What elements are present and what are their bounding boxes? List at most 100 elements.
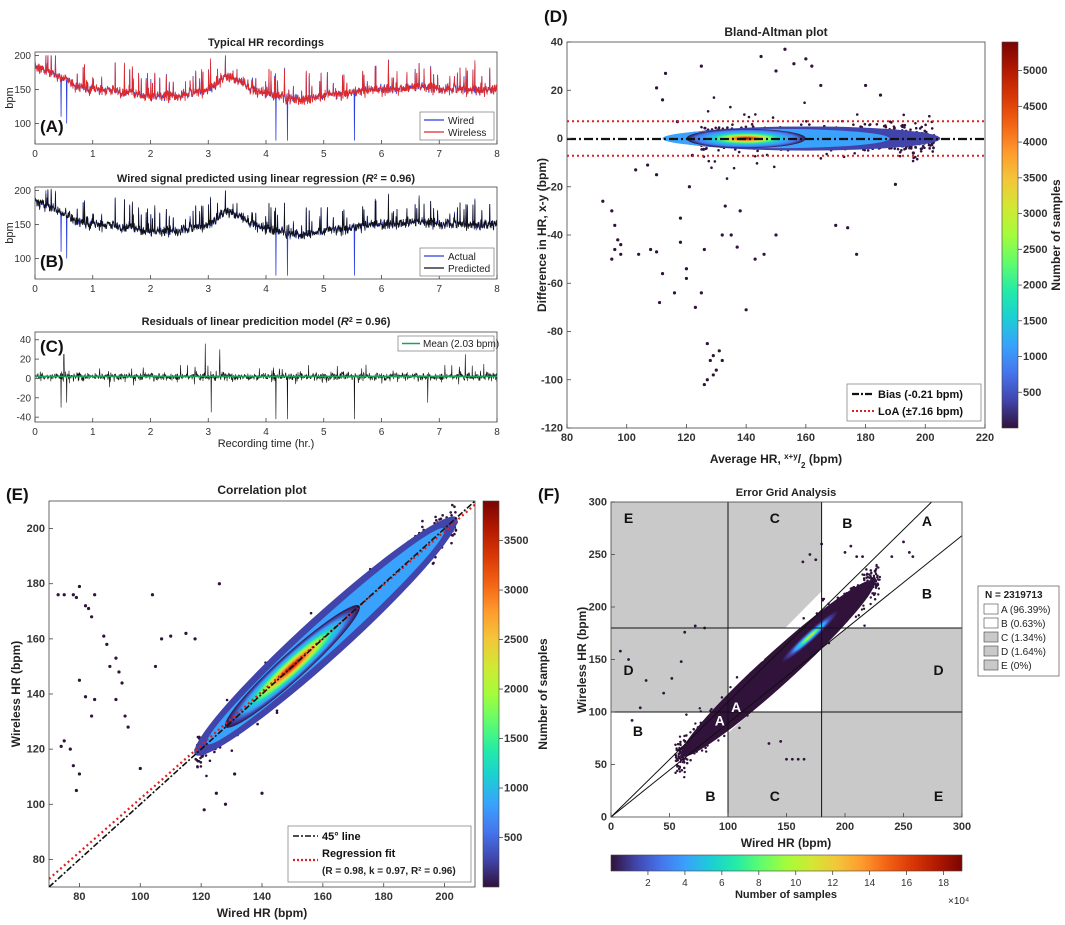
density-point	[931, 150, 935, 153]
density-core	[781, 610, 839, 663]
panel-c-title-part-2: R	[341, 316, 349, 328]
x-tick-label: 80	[73, 891, 85, 903]
legend-wireless-label: Wireless	[448, 128, 486, 139]
x-tick-label: 3	[205, 284, 211, 295]
panel-a-ylabel: bpm	[4, 87, 16, 108]
density-point	[678, 752, 681, 756]
outlier-point	[693, 305, 697, 309]
colorbar-tick-label: 2500	[504, 634, 528, 646]
outlier-point	[223, 802, 228, 806]
outlier-point	[634, 168, 638, 172]
legend-zone-c-swatch	[983, 631, 999, 643]
density-point	[199, 765, 203, 768]
outlier-point	[74, 595, 78, 600]
panel-b-ticks: 0 1 2 3 4 5 6 7 8 100 150 200	[14, 186, 500, 295]
x-tick-label: 8	[494, 149, 500, 160]
density-point	[717, 739, 720, 742]
outlier-point	[683, 630, 687, 634]
density-point	[898, 154, 902, 158]
colorbar-tick-label: 2500	[1023, 244, 1047, 256]
density-point	[750, 123, 754, 126]
y-tick-label: 0	[25, 374, 31, 385]
outlier-point	[792, 62, 796, 66]
outlier-point	[71, 764, 75, 768]
density-point	[256, 722, 259, 726]
density-point	[213, 750, 216, 754]
density-point	[877, 566, 880, 569]
x-tick-label: 0	[32, 284, 38, 295]
outlier-points-e	[56, 582, 264, 812]
density-point	[877, 578, 880, 581]
panel-b-legend: Actual Predicted	[419, 247, 495, 277]
density-cloud-e	[194, 503, 458, 778]
outlier-point	[808, 553, 812, 556]
outlier-point	[217, 582, 221, 586]
panel-d-xlabel-part-3: /	[798, 452, 802, 466]
density-point	[725, 177, 729, 180]
panel-b-title-part-3: 2	[374, 174, 378, 181]
density-point	[875, 563, 878, 567]
grid-line-upper-diagonal	[611, 502, 932, 817]
density-point	[869, 569, 872, 572]
zone-d-left	[611, 628, 728, 712]
density-point	[704, 147, 708, 151]
density-point	[275, 711, 279, 715]
panel-c-label: (C)	[40, 337, 64, 356]
outlier-point	[711, 373, 715, 377]
outlier-point	[678, 240, 683, 244]
x-tick-label: 140	[737, 432, 755, 444]
outlier-point	[790, 757, 794, 761]
outlier-point	[159, 637, 164, 641]
density-point	[450, 541, 453, 545]
panel-c-title: Residuals of linear predicition model (R…	[142, 316, 391, 328]
outlier-point	[59, 744, 63, 748]
density-point	[873, 598, 877, 601]
density-point	[754, 113, 757, 116]
density-point	[738, 726, 741, 730]
y-tick-label: 120	[27, 744, 45, 756]
density-point	[706, 110, 710, 113]
colorbar-tick-label: 6	[719, 878, 725, 889]
panel-c-legend: Mean (2.03 bpm)	[397, 335, 499, 352]
x-tick-label: 2	[148, 427, 154, 438]
colorbar-e-label: Number of samples	[536, 638, 550, 750]
legend-regression-stats: (R = 0.98, k = 0.97, R² = 0.96)	[322, 866, 456, 877]
density-point	[686, 762, 689, 765]
density-point	[874, 583, 877, 587]
density-point	[803, 101, 806, 105]
density-point	[454, 528, 458, 532]
y-tick-label: 100	[589, 707, 607, 719]
colorbar-tick-label: 2000	[1023, 280, 1047, 292]
outlier-point	[660, 272, 665, 276]
outlier-point	[202, 808, 206, 812]
density-point	[684, 757, 688, 760]
x-tick-label: 3	[205, 149, 211, 160]
outlier-point	[843, 551, 847, 554]
y-tick-label: 40	[551, 37, 563, 49]
outlier-point	[779, 740, 783, 743]
x-tick-label: 3	[205, 427, 211, 438]
density-point	[914, 146, 918, 149]
colorbar-d	[1001, 41, 1019, 429]
density-point	[195, 759, 199, 762]
x-tick-label: 100	[719, 821, 737, 833]
density-point	[860, 608, 864, 611]
density-point	[870, 577, 873, 581]
series-residual-line	[35, 343, 497, 420]
density-point	[799, 123, 803, 126]
outlier-point	[663, 71, 668, 75]
density-point	[753, 154, 757, 158]
legend-bias-label: Bias (-0.21 bpm)	[878, 389, 963, 401]
density-point	[737, 150, 741, 154]
panel-d-ticks: 80 100 120 140 160 180 200 220-120-100-80-60-40…	[541, 37, 994, 445]
density-point	[676, 757, 679, 761]
y-tick-label: 40	[20, 335, 32, 346]
density-point	[862, 607, 866, 611]
density-point	[717, 148, 720, 152]
panel-e-xlabel: Wired HR (bpm)	[217, 906, 308, 920]
outlier-point	[759, 54, 763, 59]
panel-e-title: Correlation plot	[217, 483, 306, 497]
panel-d-xlabel-part-4: 2	[801, 461, 806, 470]
outlier-point	[260, 791, 264, 795]
x-tick-label: 120	[677, 432, 695, 444]
